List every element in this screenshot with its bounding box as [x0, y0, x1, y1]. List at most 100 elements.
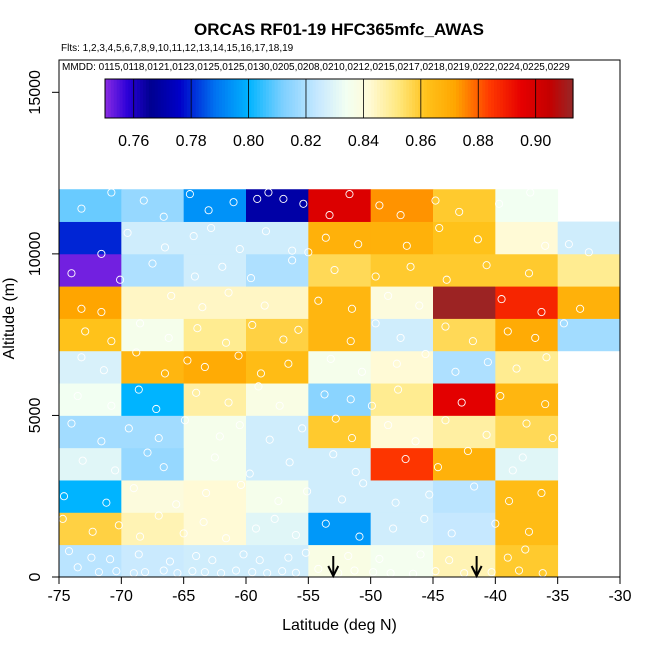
colorbar-swatch — [491, 79, 495, 118]
heatmap-cell — [495, 544, 559, 577]
heatmap-cell — [183, 544, 247, 577]
colorbar-swatch — [271, 79, 276, 118]
sample-point — [183, 356, 192, 365]
colorbar-swatch — [172, 79, 176, 118]
sample-point — [215, 432, 224, 441]
colorbar-swatch — [397, 79, 402, 118]
sample-point — [389, 524, 398, 533]
sample-point — [541, 241, 550, 250]
sample-point — [445, 556, 454, 565]
colorbar-swatch — [549, 79, 554, 118]
colorbar-swatch — [110, 79, 115, 118]
sample-point — [451, 367, 460, 376]
sample-point — [107, 401, 116, 410]
heatmap-cell — [59, 383, 122, 416]
colorbar-swatch — [429, 79, 434, 118]
latitude-arrow — [470, 556, 483, 579]
sample-point — [470, 482, 479, 491]
sample-point — [491, 519, 500, 528]
heatmap-cell — [183, 221, 247, 255]
colorbar-swatch — [432, 79, 437, 118]
colorbar-swatch — [341, 79, 346, 118]
sample-point — [87, 553, 96, 562]
colorbar-swatch — [151, 79, 156, 118]
colorbar-tick-label: 0.80 — [233, 133, 264, 150]
sample-point — [351, 467, 360, 477]
sample-point — [202, 488, 211, 498]
colorbar-swatch — [131, 79, 135, 118]
sample-point — [139, 196, 148, 205]
colorbar-swatch — [312, 79, 317, 118]
sample-point — [190, 272, 199, 281]
colorbar-swatch — [344, 79, 349, 118]
colorbar-swatch — [292, 79, 296, 118]
sample-point — [392, 359, 401, 368]
sample-point — [64, 547, 74, 556]
chart-title: ORCAS RF01-19 HFC365mfc_AWAS — [194, 20, 484, 39]
sample-point — [350, 566, 359, 575]
colorbar-swatch — [394, 79, 399, 118]
sample-point — [88, 527, 97, 536]
sample-point — [279, 194, 288, 203]
sample-point — [124, 424, 133, 433]
colorbar-swatch — [464, 79, 469, 118]
sample-point — [301, 548, 310, 557]
heatmap-cell — [121, 189, 185, 222]
sample-point — [298, 424, 307, 433]
colorbar-swatch — [262, 79, 267, 118]
sample-point — [482, 261, 491, 270]
heatmap-cell — [308, 253, 372, 287]
sample-point — [234, 351, 243, 360]
sample-point — [116, 275, 125, 284]
colorbar-swatch — [201, 79, 206, 118]
sample-point — [537, 307, 546, 317]
heatmap-cell — [59, 480, 122, 513]
heatmap-cell — [495, 189, 559, 222]
sample-point — [346, 395, 355, 404]
colorbar-swatch — [488, 79, 492, 118]
colorbar-swatch — [280, 79, 285, 118]
heatmap-cell — [183, 253, 247, 287]
colorbar-swatch — [444, 79, 448, 118]
heatmap-cell — [557, 253, 620, 287]
sample-point — [304, 248, 313, 257]
sample-point — [425, 490, 434, 499]
colorbar-swatch — [543, 79, 548, 118]
colorbar-swatch — [450, 79, 454, 118]
colorbar: 0.76 0.78 0.80 0.82 0.84 0.86 0.88 0.90 — [104, 78, 574, 150]
colorbar-swatch — [371, 79, 375, 118]
colorbar-swatch — [289, 79, 293, 118]
colorbar-swatch — [529, 79, 533, 118]
sample-point — [159, 463, 168, 472]
colorbar-swatch — [309, 79, 314, 118]
x-tick-label: -45 — [421, 588, 444, 605]
sample-point — [189, 232, 198, 241]
sample-point — [541, 400, 550, 409]
sample-point — [114, 521, 123, 530]
heatmap-cell — [433, 318, 496, 352]
x-tick-label: -55 — [297, 588, 320, 605]
colorbar-swatch — [219, 79, 223, 118]
colorbar-swatch — [298, 79, 302, 118]
sample-point — [134, 550, 143, 559]
colorbar-swatch — [227, 79, 232, 118]
colorbar-swatch — [321, 79, 325, 118]
heatmap-cell — [121, 221, 185, 255]
sample-point — [208, 556, 217, 565]
sample-point — [291, 568, 300, 577]
colorbar-swatch — [505, 79, 510, 118]
sample-point — [441, 416, 450, 425]
sample-point — [584, 248, 593, 257]
heatmap-cell — [308, 383, 372, 416]
heatmap-cell — [246, 512, 309, 546]
sample-point — [288, 256, 297, 265]
heatmap-cell — [308, 447, 372, 481]
sample-points — [59, 188, 593, 577]
sample-point — [548, 434, 557, 443]
heatmap-cell — [433, 253, 496, 287]
heatmap-cell — [557, 221, 620, 255]
sample-point — [504, 497, 514, 506]
colorbar-swatch — [353, 79, 358, 118]
colorbar-swatch — [423, 79, 428, 118]
